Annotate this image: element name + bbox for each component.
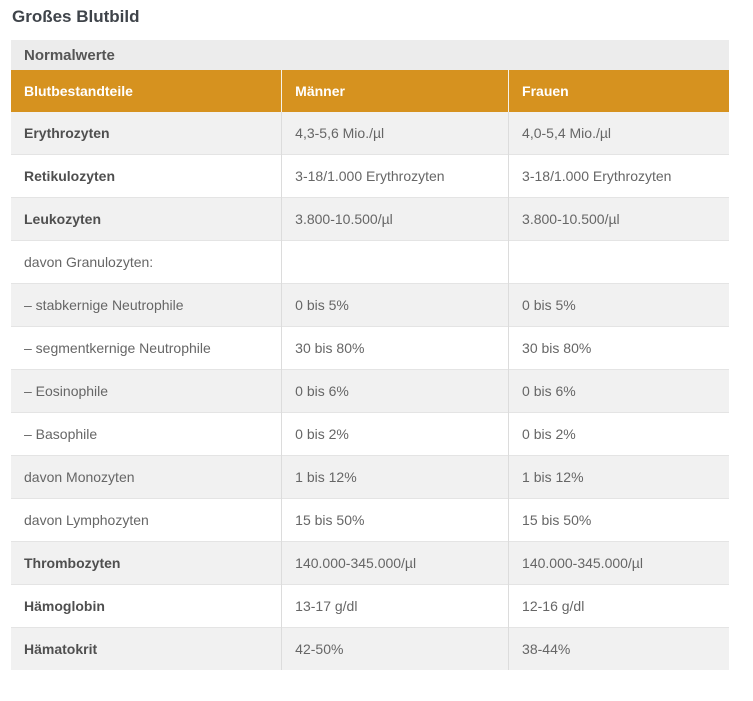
row-label-cell: – Eosinophile [11,369,283,413]
table-row: Hämatokrit 42-50% 38-44% [11,627,729,670]
cell-frauen: 30 bis 80% [508,326,729,370]
cell-frauen: 0 bis 2% [508,412,729,456]
section-title: Normalwerte [11,40,729,70]
cell-maenner: 0 bis 6% [281,369,510,413]
table-row: Retikulozyten 3-18/1.000 Erythrozyten 3-… [11,154,729,198]
cell-maenner: 0 bis 5% [281,283,510,327]
cell-maenner: 42-50% [281,627,510,670]
cell-maenner: 30 bis 80% [281,326,510,370]
table-row: – Eosinophile 0 bis 6% 0 bis 6% [11,369,729,413]
cell-maenner: 3.800-10.500/µl [281,197,510,241]
cell-frauen: 1 bis 12% [508,455,729,499]
column-header-frauen: Frauen [508,70,729,112]
row-label: Hämoglobin [24,598,105,614]
column-header-blutbestandteile: Blutbestandteile [11,70,283,112]
row-label-cell: – Basophile [11,412,283,456]
row-label-cell: davon Monozyten [11,455,283,499]
row-label-cell: Retikulozyten [11,154,283,198]
page-title: Großes Blutbild [12,7,140,26]
cell-maenner: 15 bis 50% [281,498,510,542]
blood-values-table: Blutbestandteile Männer Frauen Erythrozy… [11,70,729,670]
cell-frauen: 4,0-5,4 Mio./µl [508,112,729,155]
cell-maenner: 1 bis 12% [281,455,510,499]
row-label-cell: davon Lymphozyten [11,498,283,542]
row-label: Thrombozyten [24,555,121,571]
cell-frauen: 12-16 g/dl [508,584,729,628]
table-row: Thrombozyten 140.000-345.000/µl 140.000-… [11,541,729,585]
table-row: Leukozyten 3.800-10.500/µl 3.800-10.500/… [11,197,729,241]
row-label: davon Lymphozyten [24,512,149,528]
cell-frauen: 38-44% [508,627,729,670]
cell-maenner [281,240,510,284]
cell-frauen: 3-18/1.000 Erythrozyten [508,154,729,198]
table-row: – segmentkernige Neutrophile 30 bis 80% … [11,326,729,370]
row-label-cell: – segmentkernige Neutrophile [11,326,283,370]
table-row: – stabkernige Neutrophile 0 bis 5% 0 bis… [11,283,729,327]
row-label: – Eosinophile [24,383,109,399]
cell-maenner: 13-17 g/dl [281,584,510,628]
normal-values-panel: Normalwerte Blutbestandteile Männer Frau… [11,40,729,670]
page: Großes Blutbild Normalwerte Blutbestandt… [11,7,729,670]
row-label: Leukozyten [24,211,102,227]
row-label-cell: – stabkernige Neutrophile [11,283,283,327]
table-row: Hämoglobin 13-17 g/dl 12-16 g/dl [11,584,729,628]
table-row: davon Monozyten 1 bis 12% 1 bis 12% [11,455,729,499]
row-label-cell: Hämoglobin [11,584,283,628]
table-row: davon Lymphozyten 15 bis 50% 15 bis 50% [11,498,729,542]
row-label-cell: davon Granulozyten: [11,240,283,284]
cell-maenner: 3-18/1.000 Erythrozyten [281,154,510,198]
table-header-row: Blutbestandteile Männer Frauen [11,70,729,112]
cell-frauen: 3.800-10.500/µl [508,197,729,241]
cell-frauen: 0 bis 6% [508,369,729,413]
row-label: Erythrozyten [24,125,110,141]
row-label: – Basophile [24,426,98,442]
cell-frauen: 15 bis 50% [508,498,729,542]
column-header-maenner: Männer [281,70,510,112]
row-label: – segmentkernige Neutrophile [24,340,211,356]
row-label: – stabkernige Neutrophile [24,297,184,313]
row-label: davon Monozyten [24,469,135,485]
table-row: davon Granulozyten: [11,240,729,284]
cell-frauen: 140.000-345.000/µl [508,541,729,585]
row-label: Retikulozyten [24,168,116,184]
row-label: davon Granulozyten: [24,254,154,270]
row-label-cell: Leukozyten [11,197,283,241]
cell-frauen [508,240,729,284]
table-body: Erythrozyten 4,3-5,6 Mio./µl 4,0-5,4 Mio… [11,112,729,670]
cell-frauen: 0 bis 5% [508,283,729,327]
table-row: Erythrozyten 4,3-5,6 Mio./µl 4,0-5,4 Mio… [11,112,729,155]
row-label-cell: Erythrozyten [11,112,283,155]
cell-maenner: 140.000-345.000/µl [281,541,510,585]
row-label-cell: Hämatokrit [11,627,283,670]
cell-maenner: 4,3-5,6 Mio./µl [281,112,510,155]
row-label: Hämatokrit [24,641,98,657]
row-label-cell: Thrombozyten [11,541,283,585]
cell-maenner: 0 bis 2% [281,412,510,456]
table-row: – Basophile 0 bis 2% 0 bis 2% [11,412,729,456]
